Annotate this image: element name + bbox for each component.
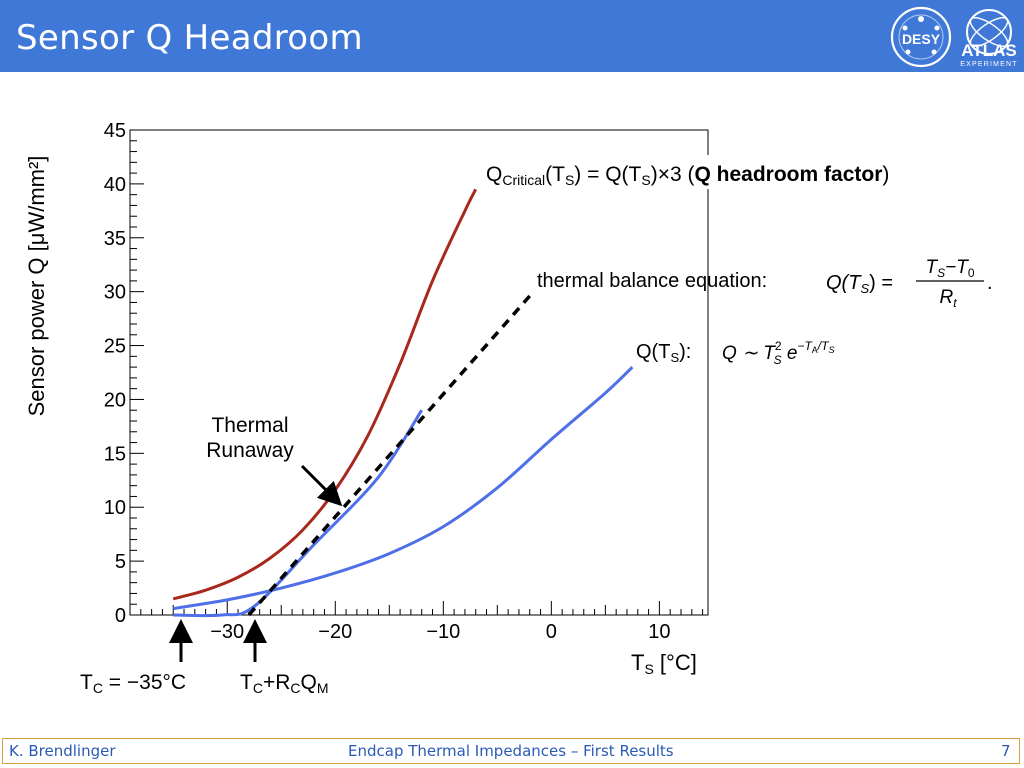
desy-logo-text: DESY (902, 31, 941, 47)
series-line-q (172, 366, 634, 611)
series-line-q-shifted (173, 409, 423, 618)
page-number: 7 (1001, 742, 1011, 760)
q-formula: Q ∼ T2 S e−TA/TS (722, 339, 834, 367)
y-tick-label: 5 (115, 551, 126, 573)
balance-equation-period: . (987, 272, 993, 294)
x-tick-label: 0 (546, 621, 557, 643)
y-tick-label: 10 (104, 497, 126, 519)
runaway-label-line2: Runaway (206, 439, 294, 462)
q-curve-label: Q(TS): (636, 341, 691, 365)
runaway-label-line1: Thermal (211, 414, 288, 437)
atlas-logo-text: ATLAS (961, 41, 1016, 60)
slide-header: Sensor Q Headroom DESY ATLAS EXPERIMENT (0, 0, 1024, 72)
y-tick-label: 40 (104, 174, 126, 196)
atlas-logo-subtext: EXPERIMENT (960, 61, 1018, 68)
x-axis-ticks: −30 −20 −10 0 10 (129, 601, 704, 643)
runaway-arrow (300, 464, 343, 507)
desy-logo: DESY (890, 6, 952, 68)
chart-series (172, 188, 634, 618)
y-tick-label: 20 (104, 389, 126, 411)
x-tick-label: 10 (648, 621, 670, 643)
y-tick-label: 15 (104, 443, 126, 465)
critical-curve-label: QCritical(TS) = Q(TS)×3 (Q headroom fact… (486, 163, 889, 188)
series-line-critical (172, 188, 478, 601)
x-tick-label: −30 (210, 621, 244, 643)
balance-equation-lhs: Q(TS) = (826, 272, 893, 296)
chart: 0 5 10 15 20 25 30 35 40 45 −30 −20 −10 0 10 Sensor p… (24, 120, 993, 696)
y-tick-label: 45 (104, 120, 126, 142)
slide-title: Sensor Q Headroom (16, 18, 363, 58)
balance-equation-numerator: TS−T0 (925, 257, 974, 280)
tc-label: TC = −35°C (80, 671, 186, 696)
y-tick-label: 25 (104, 336, 126, 358)
x-tick-label: −10 (426, 621, 460, 643)
atlas-logo: ATLAS EXPERIMENT (960, 9, 1018, 68)
y-axis-label: Sensor power Q [μW/mm²] (24, 156, 49, 417)
x-axis-label: TS [°C] (631, 650, 697, 677)
footer-title: Endcap Thermal Impedances – First Result… (348, 742, 674, 760)
series-line-balance (247, 294, 532, 617)
y-tick-label: 30 (104, 282, 126, 304)
footer-author: K. Brendlinger (9, 742, 116, 760)
tc-rcqm-label: TC+RCQM (240, 671, 329, 696)
plot-frame (129, 129, 709, 616)
balance-equation-denominator: Rt (939, 287, 957, 310)
y-tick-label: 35 (104, 228, 126, 250)
y-axis-ticks: 0 5 10 15 20 25 30 35 40 45 (104, 120, 144, 627)
balance-label: thermal balance equation: (537, 270, 767, 292)
y-tick-label: 0 (115, 605, 126, 627)
slide-footer: K. Brendlinger Endcap Thermal Impedances… (2, 738, 1020, 764)
x-tick-label: −20 (318, 621, 352, 643)
